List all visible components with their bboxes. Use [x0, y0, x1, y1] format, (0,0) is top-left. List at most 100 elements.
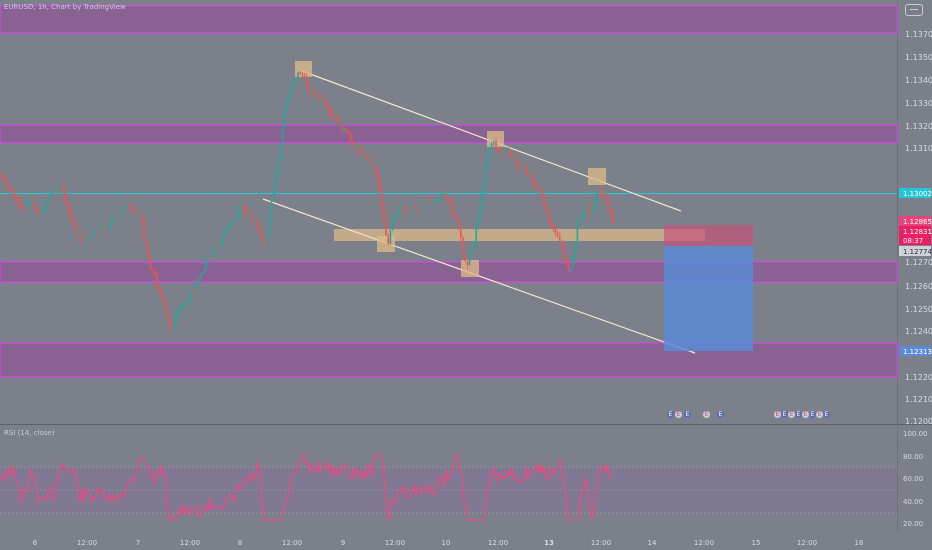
demand-zone-low[interactable]: [0, 342, 898, 378]
candle-body: [517, 160, 519, 167]
candle-body: [103, 224, 106, 230]
candle-body: [108, 224, 110, 229]
candle-body: [424, 202, 427, 204]
event-marker-icon[interactable]: E: [703, 411, 710, 418]
candle-body: [193, 284, 196, 292]
candle-body: [407, 208, 409, 212]
candle-body: [110, 220, 112, 225]
rsi-tick-label: 20.00: [903, 520, 923, 528]
pivot-box[interactable]: [377, 236, 395, 252]
price-label-text: 1.13002: [903, 190, 932, 198]
candle-body: [556, 232, 559, 237]
candle-body: [396, 213, 398, 215]
event-marker-icon[interactable]: E: [684, 411, 691, 418]
candle-body: [367, 156, 370, 159]
candle-body: [400, 206, 403, 209]
tan-zone[interactable]: [334, 229, 705, 241]
collapse-toggle-icon[interactable]: [905, 4, 923, 16]
candle-body: [33, 199, 35, 210]
pivot-box[interactable]: [461, 260, 479, 277]
candle-body: [119, 207, 121, 217]
candle-body: [55, 189, 57, 193]
price-label-text: 1.12313: [903, 348, 932, 356]
pivot-box[interactable]: [588, 168, 606, 185]
supply-zone-upper[interactable]: [0, 124, 898, 144]
candle-body: [273, 185, 275, 202]
candle-body: [6, 179, 9, 186]
indicator-title[interactable]: RSI (14, close): [4, 429, 55, 437]
candle-body: [510, 153, 513, 158]
symbol-title[interactable]: EURUSD, 1h, Chart by TradingView: [4, 3, 126, 11]
rsi-line: [0, 454, 611, 522]
candle-body: [471, 249, 473, 254]
candle-body: [534, 183, 537, 187]
candle-body: [418, 204, 420, 209]
time-axis[interactable]: 6 12:00 7 12:00 8 12:00 9 12:00 10 12:00 13 12:00 14…: [33, 539, 864, 547]
candle-body: [295, 78, 297, 81]
candle-body: [455, 217, 458, 219]
pivot-box[interactable]: [295, 61, 312, 77]
event-marker-icon[interactable]: E: [809, 411, 816, 418]
candle-body: [464, 253, 466, 262]
main-pane[interactable]: [0, 0, 897, 424]
event-marker-icon[interactable]: E: [667, 411, 674, 418]
candle-body: [114, 216, 117, 219]
stop-loss-zone[interactable]: [664, 225, 753, 246]
supply-zone-top[interactable]: [0, 5, 898, 34]
candle-body: [440, 195, 442, 199]
candle-body: [112, 218, 114, 221]
event-marker-icon[interactable]: E: [675, 411, 682, 418]
candle-body: [187, 301, 189, 305]
candle-body: [607, 201, 609, 209]
price-label-text: 08:37: [903, 237, 923, 245]
candle-body: [339, 120, 341, 126]
candle-body: [578, 218, 581, 226]
candle-body: [233, 219, 235, 221]
candle-body: [411, 207, 414, 212]
candle-body: [178, 307, 180, 314]
candle-body: [570, 267, 572, 272]
candle-body: [266, 234, 268, 247]
candle-body: [358, 144, 361, 152]
candle-body: [567, 264, 570, 272]
event-marker-icon[interactable]: E: [774, 411, 781, 418]
event-marker-icon[interactable]: E: [816, 411, 823, 418]
candle-body: [132, 207, 134, 210]
candle-body: [97, 229, 99, 233]
candle-body: [409, 208, 411, 212]
candle-body: [552, 224, 554, 228]
candle-body: [134, 207, 136, 211]
candle-body: [583, 210, 585, 217]
event-marker-icon[interactable]: E: [795, 411, 802, 418]
candle-body: [306, 76, 308, 86]
candle-body: [35, 209, 37, 211]
candle-body: [587, 203, 590, 213]
candle-body: [70, 212, 73, 219]
candle-body: [222, 233, 224, 242]
event-marker-icon[interactable]: E: [781, 411, 788, 418]
candle-body: [207, 256, 209, 263]
candle-body: [127, 206, 130, 208]
candle-body: [495, 141, 497, 149]
candle-body: [541, 193, 543, 197]
candle-body: [53, 189, 55, 192]
time-tick-label: 12:00: [282, 539, 302, 547]
candle-body: [308, 85, 310, 92]
time-tick-label: 14: [648, 539, 657, 547]
take-profit-zone[interactable]: [664, 246, 753, 351]
price-tick-label: 1.13200: [905, 122, 932, 131]
rsi-axis[interactable]: 100.00 80.00 60.00 40.00 20.00: [903, 430, 928, 528]
event-marker-icon[interactable]: E: [802, 411, 809, 418]
candle-body: [281, 126, 284, 145]
event-marker-icon[interactable]: E: [717, 411, 724, 418]
candle-body: [123, 207, 125, 209]
event-marker-icon[interactable]: E: [823, 411, 830, 418]
candle-body: [528, 172, 530, 174]
event-marker-icon[interactable]: E: [788, 411, 795, 418]
candle-body: [11, 190, 13, 192]
candle-body: [433, 201, 436, 203]
price-axis[interactable]: 1.13700 1.13500 1.13400 1.13300 1.13200 1.131…: [905, 30, 932, 426]
candle-body: [343, 129, 345, 132]
